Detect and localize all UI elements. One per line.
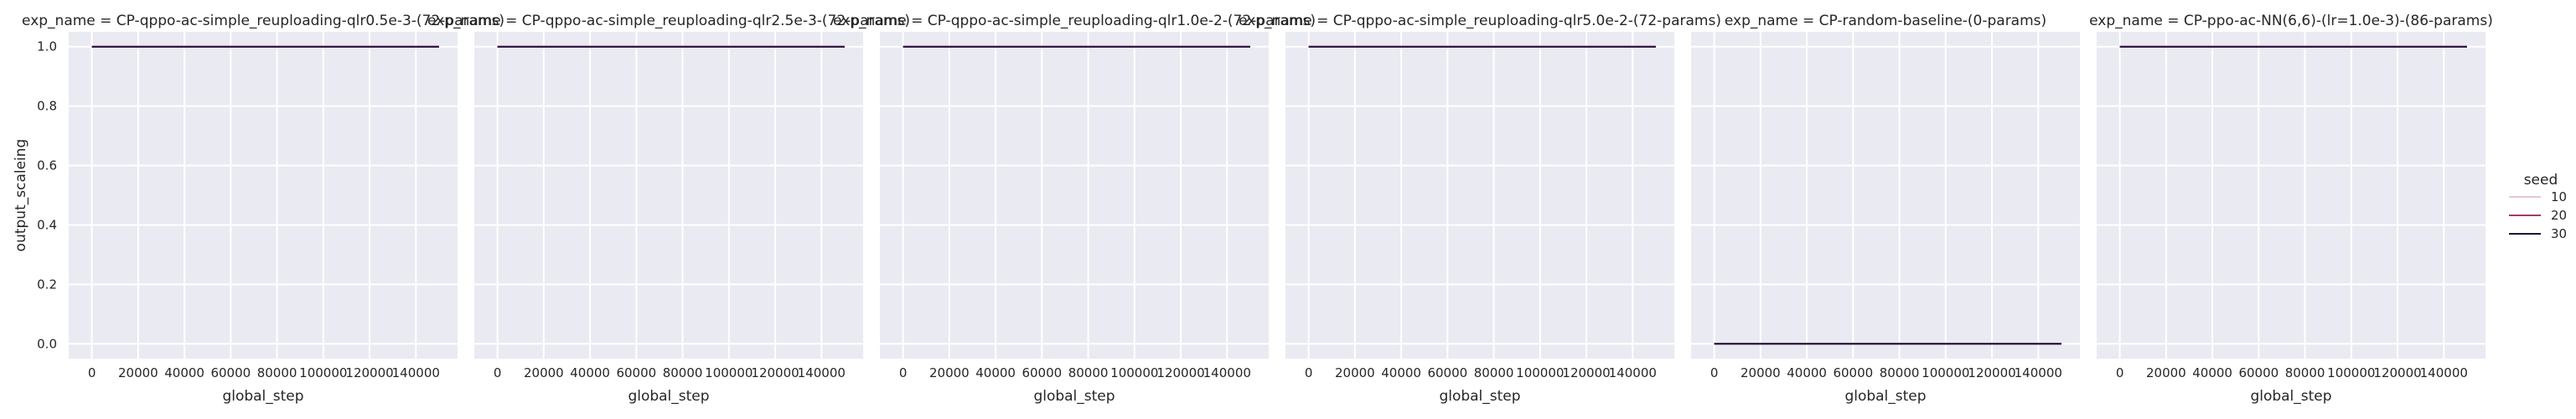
x-tick-label: 40000	[164, 365, 204, 380]
x-tick-label: 80000	[2285, 365, 2325, 380]
panel-title: exp_name = CP-qppo-ac-simple_reuploading…	[833, 13, 1316, 29]
legend-label-seed-30: 30	[2551, 226, 2567, 241]
x-tick-label: 0	[1305, 365, 1313, 380]
panel-title: exp_name = CP-qppo-ac-simple_reuploading…	[427, 13, 910, 29]
x-tick-label: 140000	[392, 365, 440, 380]
x-tick-label: 40000	[570, 365, 610, 380]
x-tick-label: 60000	[1022, 365, 1062, 380]
x-tick-label: 40000	[1787, 365, 1827, 380]
x-tick-label: 100000	[1110, 365, 1158, 380]
x-tick-label: 20000	[2146, 365, 2186, 380]
plot-background	[1285, 32, 1674, 359]
x-tick-label: 80000	[1474, 365, 1514, 380]
plot-background	[1691, 32, 2080, 359]
x-tick-label: 100000	[1922, 365, 1969, 380]
x-tick-label: 100000	[705, 365, 753, 380]
x-tick-label: 100000	[299, 365, 347, 380]
y-tick-label: 0.8	[37, 99, 57, 114]
x-axis-label: global_step	[2250, 388, 2331, 405]
x-tick-label: 80000	[1068, 365, 1109, 380]
x-axis-label: global_step	[1844, 388, 1926, 405]
x-tick-label: 140000	[1203, 365, 1251, 380]
plot-background	[880, 32, 1269, 359]
x-tick-label: 20000	[524, 365, 564, 380]
x-tick-label: 120000	[345, 365, 393, 380]
x-tick-label: 20000	[118, 365, 158, 380]
x-tick-label: 100000	[1516, 365, 1564, 380]
x-tick-label: 140000	[2420, 365, 2468, 380]
x-tick-label: 120000	[751, 365, 799, 380]
x-tick-label: 0	[899, 365, 908, 380]
x-tick-label: 60000	[2238, 365, 2279, 380]
plot-background	[69, 32, 458, 359]
x-tick-label: 60000	[1833, 365, 1873, 380]
x-tick-label: 40000	[1381, 365, 1421, 380]
y-tick-label: 0.0	[37, 336, 57, 351]
panel-title: exp_name = CP-qppo-ac-simple_reuploading…	[1239, 13, 1721, 29]
x-tick-label: 140000	[798, 365, 846, 380]
x-tick-label: 120000	[1156, 365, 1204, 380]
legend-label-seed-20: 20	[2551, 208, 2567, 223]
x-tick-label: 40000	[2192, 365, 2232, 380]
x-tick-label: 0	[2116, 365, 2124, 380]
x-tick-label: 120000	[2373, 365, 2421, 380]
x-axis-label: global_step	[1033, 388, 1115, 405]
x-tick-label: 60000	[1427, 365, 1467, 380]
x-tick-label: 20000	[1741, 365, 1781, 380]
y-tick-label: 1.0	[37, 39, 57, 54]
y-axis-label: output_scaleing	[13, 139, 29, 252]
legend-title: seed	[2524, 172, 2558, 189]
x-axis-label: global_step	[628, 388, 709, 405]
x-tick-label: 0	[1710, 365, 1719, 380]
panel-title: exp_name = CP-random-baseline-(0-params)	[1725, 13, 2046, 29]
legend-label-seed-10: 10	[2551, 189, 2567, 204]
x-tick-label: 60000	[210, 365, 251, 380]
x-tick-label: 0	[494, 365, 502, 380]
plot-background	[474, 32, 863, 359]
y-tick-label: 0.4	[37, 217, 57, 232]
x-tick-label: 80000	[1880, 365, 1920, 380]
y-tick-label: 0.2	[37, 277, 57, 292]
x-tick-label: 140000	[1609, 365, 1657, 380]
x-tick-label: 120000	[1968, 365, 2015, 380]
panel-title: exp_name = CP-ppo-ac-NN(6,6)-(lr=1.0e-3)…	[2089, 13, 2493, 29]
panel-title: exp_name = CP-qppo-ac-simple_reuploading…	[22, 13, 504, 29]
x-tick-label: 80000	[663, 365, 703, 380]
x-axis-label: global_step	[1439, 388, 1520, 405]
plot-background	[2097, 32, 2485, 359]
x-tick-label: 20000	[929, 365, 970, 380]
x-axis-label: global_step	[222, 388, 303, 405]
x-tick-label: 100000	[2327, 365, 2375, 380]
x-tick-label: 40000	[975, 365, 1016, 380]
x-tick-label: 80000	[257, 365, 297, 380]
x-tick-label: 140000	[2015, 365, 2062, 380]
x-tick-label: 60000	[616, 365, 656, 380]
x-tick-label: 120000	[1562, 365, 1610, 380]
y-tick-label: 0.6	[37, 158, 57, 173]
x-tick-label: 20000	[1335, 365, 1375, 380]
x-tick-label: 0	[88, 365, 96, 380]
